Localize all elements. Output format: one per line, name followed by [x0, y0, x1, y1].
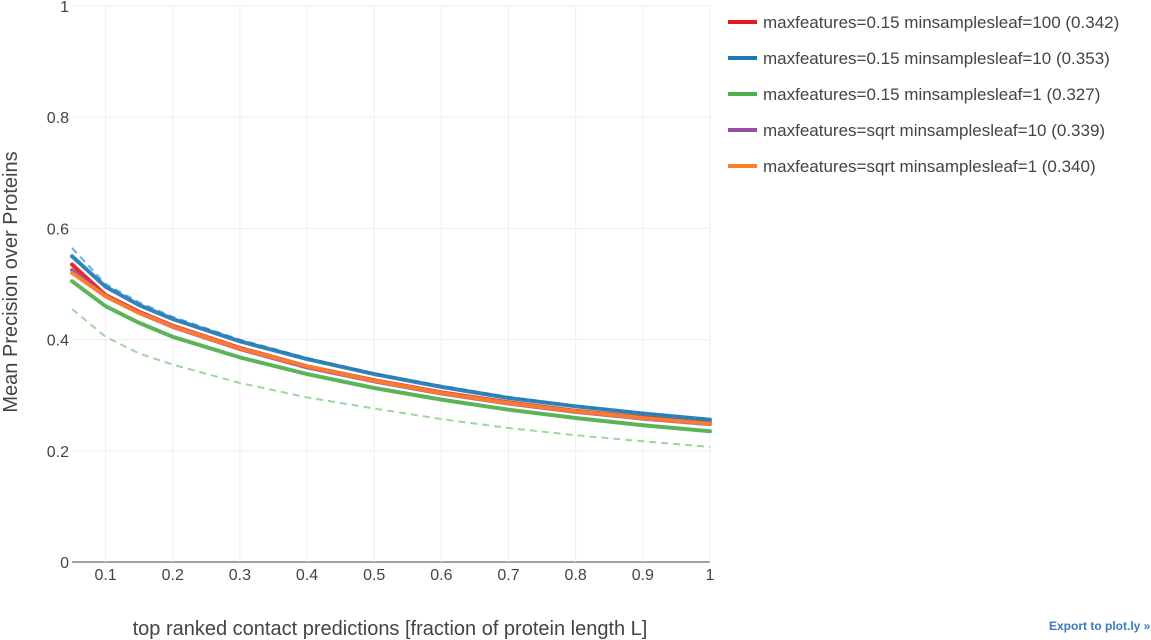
y-axis-title: Mean Precision over Proteins	[0, 151, 22, 412]
legend-label: maxfeatures=sqrt minsamplesleaf=1 (0.340…	[763, 157, 1096, 176]
y-axis-ticks: 0 0.2 0.4 0.6 0.8 1	[47, 0, 69, 572]
series-lines	[70, 254, 712, 434]
x-tick-label: 0.1	[94, 567, 116, 584]
series-line-5	[70, 270, 712, 426]
reference-lines	[71, 247, 711, 448]
legend-item[interactable]: maxfeatures=sqrt minsamplesleaf=1 (0.340…	[728, 157, 1096, 176]
x-tick-label: 0.2	[162, 567, 184, 584]
y-tick-label: 0.8	[47, 110, 69, 127]
series-line-4	[70, 268, 712, 427]
y-tick-label: 0.4	[47, 333, 69, 350]
legend-label: maxfeatures=0.15 minsamplesleaf=100 (0.3…	[763, 13, 1119, 32]
grid	[72, 5, 711, 563]
x-tick-label: 1	[706, 567, 715, 584]
legend-label: maxfeatures=0.15 minsamplesleaf=1 (0.327…	[763, 85, 1100, 104]
legend-label: maxfeatures=sqrt minsamplesleaf=10 (0.33…	[763, 121, 1105, 140]
reference-line	[71, 308, 711, 448]
x-tick-label: 0.5	[363, 567, 385, 584]
legend-item[interactable]: maxfeatures=0.15 minsamplesleaf=100 (0.3…	[728, 13, 1119, 32]
legend-label: maxfeatures=0.15 minsamplesleaf=10 (0.35…	[763, 49, 1110, 68]
x-axis-title: top ranked contact predictions [fraction…	[133, 618, 648, 640]
x-tick-label: 0.9	[632, 567, 654, 584]
x-tick-label: 0.4	[296, 567, 318, 584]
series-line-3	[70, 279, 712, 434]
series-line-1	[70, 262, 712, 425]
x-tick-label: 0.8	[565, 567, 587, 584]
x-axis-ticks: 0.1 0.2 0.3 0.4 0.5 0.6 0.7 0.8 0.9 1	[94, 567, 714, 584]
y-tick-label: 1	[60, 0, 69, 16]
legend: maxfeatures=0.15 minsamplesleaf=100 (0.3…	[728, 13, 1119, 176]
series-line-2	[70, 254, 712, 422]
legend-item[interactable]: maxfeatures=0.15 minsamplesleaf=1 (0.327…	[728, 85, 1100, 104]
legend-item[interactable]: maxfeatures=0.15 minsamplesleaf=10 (0.35…	[728, 49, 1110, 68]
legend-item[interactable]: maxfeatures=sqrt minsamplesleaf=10 (0.33…	[728, 121, 1105, 140]
y-tick-label: 0	[60, 555, 69, 572]
y-tick-label: 0.2	[47, 444, 69, 461]
x-tick-label: 0.3	[229, 567, 251, 584]
export-link[interactable]: Export to plot.ly »	[1049, 619, 1151, 633]
y-tick-label: 0.6	[47, 221, 69, 238]
x-tick-label: 0.7	[497, 567, 519, 584]
x-tick-label: 0.6	[430, 567, 452, 584]
